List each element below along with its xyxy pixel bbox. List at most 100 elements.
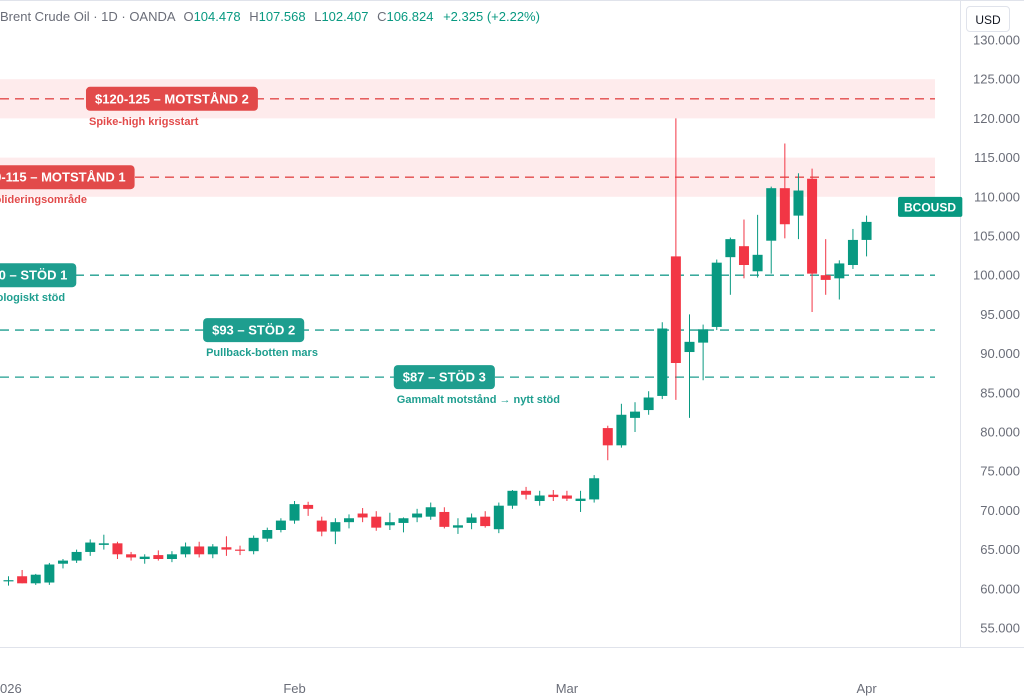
candle-body <box>548 494 559 498</box>
candle-body <box>275 520 286 530</box>
candle-body <box>793 190 804 216</box>
high-value: 107.568 <box>258 9 306 24</box>
candle-body <box>738 246 749 266</box>
candle-body <box>357 513 368 518</box>
candle-body <box>766 188 777 241</box>
candle-body <box>166 554 177 560</box>
candle-body <box>847 239 858 266</box>
candle-body <box>180 546 191 555</box>
level-badge-0 <box>85 86 258 111</box>
candle-body <box>194 546 205 555</box>
level-badge-4-text: $87 – STÖD 3 <box>403 370 486 385</box>
candle-body <box>630 411 641 418</box>
x-tick-label: Feb <box>283 681 305 696</box>
chart-header: Brent Crude Oil · 1D · OANDA O104.478 H1… <box>0 9 540 24</box>
candle-body <box>235 549 246 551</box>
candle-body <box>466 517 477 523</box>
currency-button[interactable]: USD <box>966 6 1010 32</box>
candle-body <box>657 328 668 396</box>
candle-body <box>71 551 82 561</box>
candle-body <box>670 256 681 364</box>
candle-body <box>262 530 273 539</box>
level-badge-1-text: $110-115 – MOTSTÅND 1 <box>0 170 126 185</box>
y-tick-label: 95.000 <box>980 307 1020 322</box>
x-tick-label: 026 <box>0 681 22 696</box>
candle-body <box>98 543 109 545</box>
y-tick-label: 80.000 <box>980 425 1020 440</box>
candle-body <box>861 221 872 240</box>
candle-body <box>711 262 722 327</box>
candle-body <box>153 555 164 560</box>
y-tick-label: 130.000 <box>973 33 1020 48</box>
level-badge-4 <box>393 365 495 390</box>
candle-body <box>834 263 845 279</box>
level-badge-3 <box>203 318 305 343</box>
candle-body <box>30 574 41 584</box>
candle-body <box>616 414 627 446</box>
candle-body <box>425 507 436 517</box>
level-badge-3-text: $93 – STÖD 2 <box>212 323 295 338</box>
symbol-tag-text: BCOUSD <box>904 200 956 214</box>
candle-body <box>412 513 423 518</box>
low-label: L <box>314 9 322 24</box>
y-tick-label: 60.000 <box>980 581 1020 596</box>
symbol-title: Brent Crude Oil · 1D · OANDA <box>0 9 175 24</box>
open-label: O <box>183 9 194 24</box>
candle-body <box>779 188 790 225</box>
candle-body <box>384 522 395 526</box>
close-value: 106.824 <box>386 9 434 24</box>
candle-body <box>17 576 28 584</box>
candle-body <box>57 560 68 564</box>
level-badge-2 <box>0 263 77 288</box>
candle-body <box>752 254 763 272</box>
candle-body <box>44 564 55 583</box>
y-tick-label: 65.000 <box>980 542 1020 557</box>
candle-body <box>820 275 831 280</box>
open-value: 104.478 <box>193 9 241 24</box>
level-sublabel-0: Spike-high krigsstart <box>89 116 199 128</box>
y-tick-label: 125.000 <box>973 72 1020 87</box>
candle-body <box>289 504 300 521</box>
candle-body <box>371 516 382 528</box>
candle-body <box>207 546 218 555</box>
candle-body <box>330 522 341 532</box>
candle-body <box>439 511 450 527</box>
high-label: H <box>249 9 259 24</box>
level-sublabel-2: Psykologiskt stöd <box>0 292 65 304</box>
level-sublabel-4: Gammalt motstånd → nytt stöd <box>397 394 560 406</box>
x-tick-label: Apr <box>856 681 877 696</box>
candle-body <box>126 554 137 558</box>
candle-body <box>3 580 14 582</box>
y-tick-label: 110.000 <box>974 189 1020 204</box>
candle-body <box>85 542 96 552</box>
y-tick-label: 85.000 <box>980 385 1020 400</box>
candle-body <box>493 505 504 530</box>
candle-body <box>521 490 532 495</box>
candle-body <box>602 428 613 446</box>
level-sublabel-3: Pullback-botten mars <box>206 347 318 359</box>
y-tick-label: 70.000 <box>980 503 1020 518</box>
y-tick-label: 55.000 <box>980 621 1020 636</box>
symbol-tag <box>897 196 963 217</box>
candle-body <box>807 178 818 274</box>
y-tick-label: 75.000 <box>980 464 1020 479</box>
candle-body <box>698 329 709 343</box>
candle-body <box>112 543 123 555</box>
change-value: +2.325 (+2.22%) <box>443 9 540 24</box>
level-badge-0-text: $120-125 – MOTSTÅND 2 <box>95 91 249 106</box>
close-label: C <box>377 9 387 24</box>
low-value: 102.407 <box>321 9 369 24</box>
candle-body <box>534 495 545 501</box>
y-tick-label: 100.000 <box>973 268 1020 283</box>
candle-body <box>507 490 518 506</box>
candle-body <box>643 397 654 411</box>
candle-body <box>344 518 354 523</box>
candle-body <box>561 495 572 499</box>
candle-body <box>575 498 586 501</box>
candle-body <box>725 239 736 258</box>
level-badge-2-text: $100 – STÖD 1 <box>0 268 67 283</box>
level-sublabel-1: Konsolideringsområde <box>0 194 87 206</box>
y-tick-label: 120.000 <box>973 111 1020 126</box>
candle-body <box>452 525 463 528</box>
